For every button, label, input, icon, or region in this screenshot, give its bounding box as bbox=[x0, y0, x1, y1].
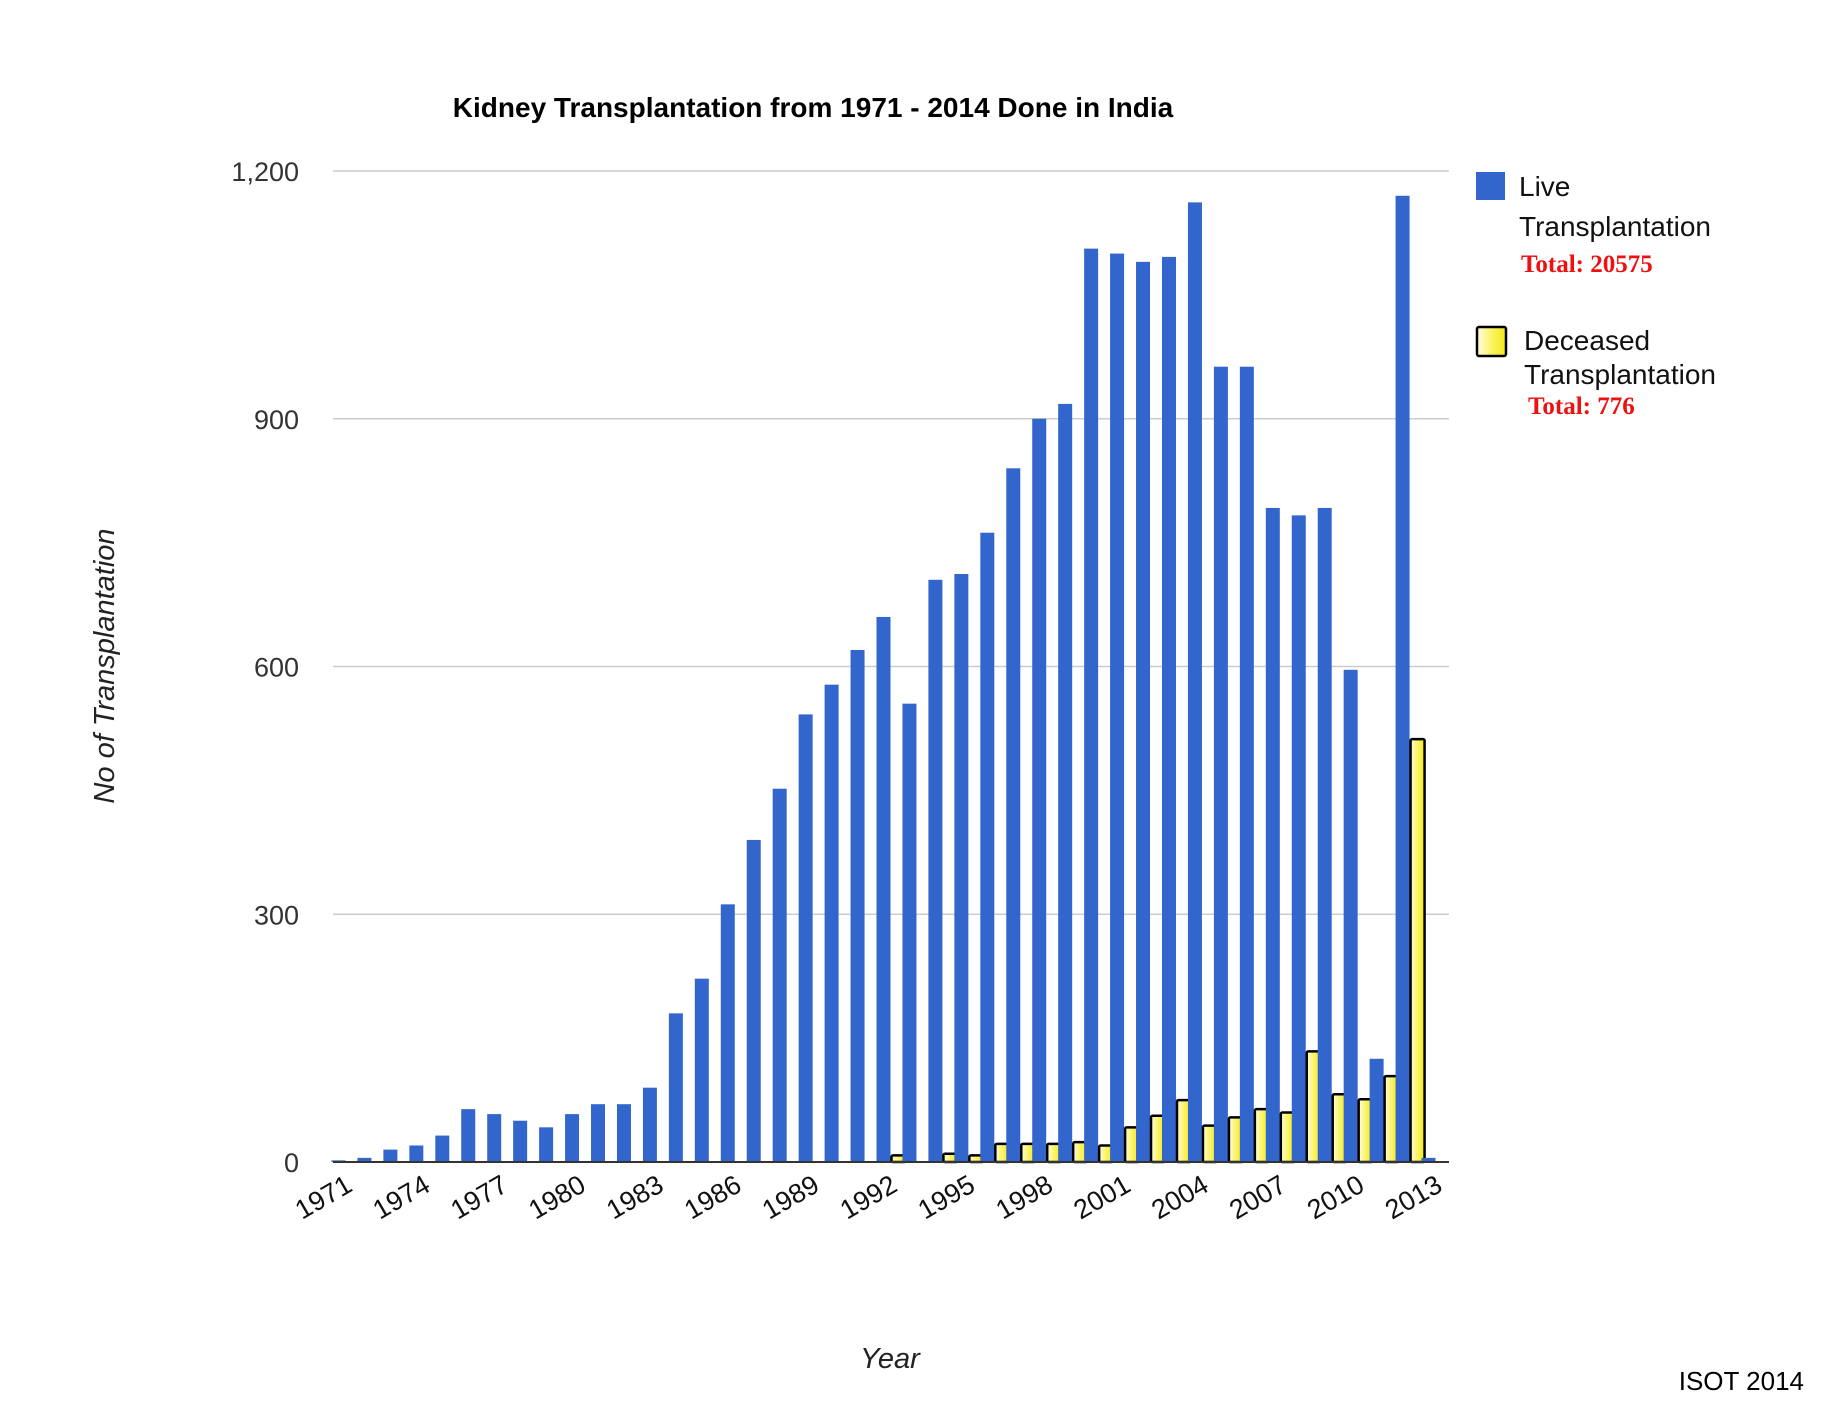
y-tick-label: 300 bbox=[254, 900, 299, 930]
bar-live-1979 bbox=[539, 1127, 554, 1162]
bar-live-1997 bbox=[1006, 468, 1021, 1162]
x-tick-label: 1986 bbox=[679, 1169, 746, 1225]
x-tick-label: 1980 bbox=[524, 1169, 591, 1225]
x-tick-label: 1998 bbox=[991, 1169, 1058, 1225]
bar-live-1976 bbox=[461, 1109, 476, 1162]
credit-text: ISOT 2014 bbox=[1679, 1366, 1804, 1396]
bar-live-1972 bbox=[357, 1157, 372, 1162]
bar-live-2001 bbox=[1110, 253, 1125, 1163]
bar-live-1988 bbox=[772, 788, 787, 1162]
bar-live-1999 bbox=[1058, 403, 1073, 1162]
x-tick-label: 2007 bbox=[1224, 1169, 1291, 1225]
x-tick-label: 2010 bbox=[1302, 1169, 1369, 1225]
bar-live-2004 bbox=[1187, 202, 1202, 1163]
y-tick-label: 900 bbox=[254, 405, 299, 435]
x-tick-label: 1974 bbox=[368, 1169, 435, 1225]
bar-live-1990 bbox=[824, 684, 839, 1162]
y-axis-title: No of Transplantation bbox=[89, 528, 121, 803]
bar-live-2012 bbox=[1395, 195, 1410, 1162]
x-tick-label: 2013 bbox=[1380, 1169, 1447, 1225]
bar-live-1984 bbox=[668, 1013, 683, 1162]
x-tick-label: 1995 bbox=[913, 1169, 980, 1225]
bar-live-2005 bbox=[1213, 366, 1228, 1162]
bar-live-1998 bbox=[1032, 418, 1047, 1162]
bar-live-1974 bbox=[409, 1145, 424, 1162]
bar-live-1995 bbox=[954, 574, 969, 1162]
bar-live-1987 bbox=[746, 839, 761, 1162]
y-tick-label: 600 bbox=[254, 653, 299, 683]
bar-live-1973 bbox=[383, 1149, 398, 1162]
bar-live-1978 bbox=[513, 1120, 528, 1162]
bar-live-2006 bbox=[1239, 366, 1254, 1162]
y-tick-label: 1,200 bbox=[231, 157, 299, 187]
legend-label-deceased-line1: Deceased bbox=[1524, 325, 1650, 356]
x-tick-label: 1971 bbox=[290, 1169, 357, 1225]
bar-live-1985 bbox=[694, 978, 709, 1162]
bar-live-1993 bbox=[902, 703, 917, 1162]
bar-live-2003 bbox=[1161, 256, 1176, 1162]
x-tick-label: 1977 bbox=[446, 1169, 513, 1225]
bar-live-1980 bbox=[565, 1114, 580, 1162]
x-axis-title: Year bbox=[860, 1343, 921, 1375]
bar-live-1977 bbox=[487, 1114, 502, 1162]
bar-live-1983 bbox=[642, 1087, 657, 1162]
bar-live-1975 bbox=[435, 1135, 450, 1162]
x-tick-label: 1989 bbox=[757, 1169, 824, 1225]
bar-live-1991 bbox=[850, 649, 865, 1162]
bar-live-2009 bbox=[1317, 507, 1332, 1162]
bar-live-2007 bbox=[1265, 507, 1280, 1162]
bar-live-1989 bbox=[798, 714, 813, 1162]
bar-live-2000 bbox=[1084, 248, 1099, 1163]
bar-live-2010 bbox=[1343, 669, 1358, 1162]
chart-title: Kidney Transplantation from 1971 - 2014 … bbox=[453, 92, 1174, 123]
bar-live-1996 bbox=[980, 532, 995, 1162]
x-axis-ticks: 1971 1974 1977 1980 1983 1986 1989 1992 1995 1998… bbox=[290, 1169, 1447, 1225]
x-tick-label: 1992 bbox=[835, 1169, 902, 1225]
legend-total-deceased: Total: 776 bbox=[1528, 393, 1635, 420]
legend-label-live-line2: Transplantation bbox=[1519, 211, 1711, 242]
bar-live-1982 bbox=[616, 1104, 631, 1162]
legend-swatch-live bbox=[1476, 172, 1505, 200]
gridlines bbox=[333, 170, 1449, 915]
x-tick-label: 2001 bbox=[1069, 1169, 1136, 1225]
legend-swatch-deceased bbox=[1475, 325, 1508, 358]
bar-live-1986 bbox=[720, 904, 735, 1162]
bar-live-2011 bbox=[1369, 1058, 1384, 1162]
x-tick-label: 2004 bbox=[1146, 1169, 1213, 1225]
bar-live-2008 bbox=[1291, 515, 1306, 1162]
bar-live-2013 bbox=[1421, 1157, 1436, 1162]
bars bbox=[331, 195, 1436, 1164]
y-tick-label: 0 bbox=[284, 1148, 299, 1178]
bar-live-1994 bbox=[928, 579, 943, 1162]
y-axis-ticks: 0 300 600 900 1,200 bbox=[231, 157, 299, 1178]
bar-live-2002 bbox=[1136, 261, 1151, 1162]
bar-live-1992 bbox=[876, 616, 891, 1162]
x-tick-label: 1983 bbox=[601, 1169, 668, 1225]
legend-total-live: Total: 20575 bbox=[1521, 251, 1653, 278]
legend-label-live-line1: Live bbox=[1519, 171, 1570, 202]
bar-deceased-2012 bbox=[1409, 737, 1426, 1164]
bar-live-1981 bbox=[591, 1104, 606, 1162]
legend-label-deceased-line2: Transplantation bbox=[1524, 359, 1716, 390]
legend: Live Transplantation Total: 20575 Deceas… bbox=[1475, 171, 1716, 420]
